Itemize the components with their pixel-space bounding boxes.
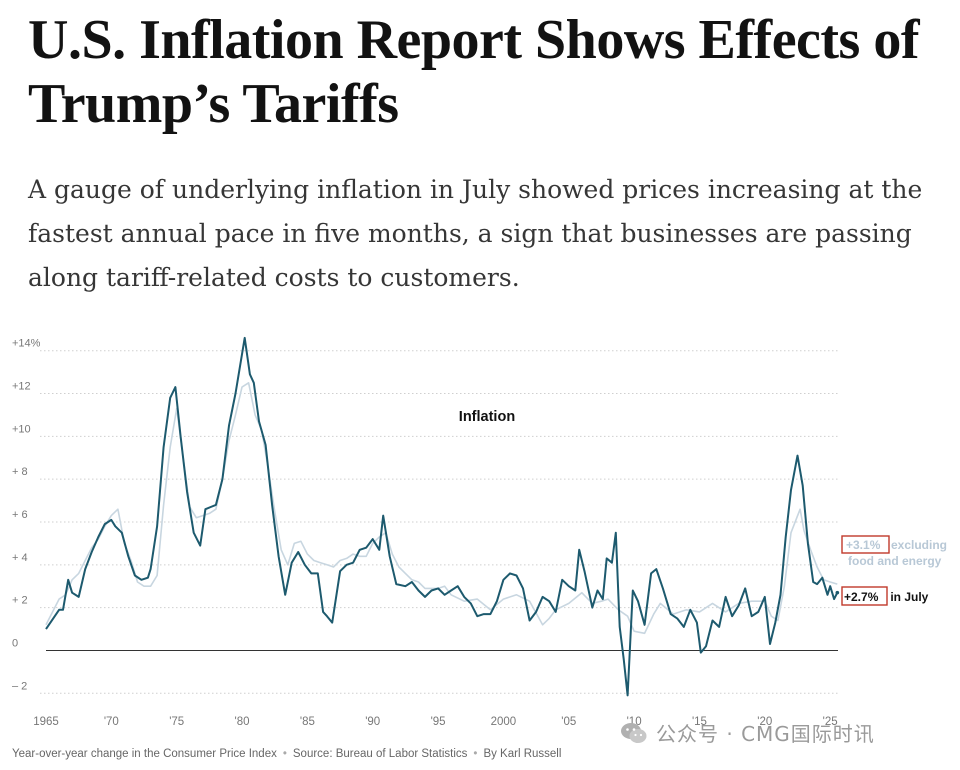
- y-tick-label: + 4: [12, 552, 28, 564]
- chart-source: Source: Bureau of Labor Statistics: [292, 748, 468, 760]
- x-tick-label: '75: [169, 716, 184, 728]
- wechat-icon: [621, 722, 647, 743]
- y-tick-label: 0: [12, 637, 18, 649]
- grid-lines: [40, 350, 838, 694]
- headline-value-label: +2.7%: [844, 590, 879, 604]
- chart-byline: By Karl Russell: [483, 748, 562, 760]
- headline: U.S. Inflation Report Shows Effects of T…: [28, 9, 920, 135]
- watermark: 公众号 · CMG国际时讯: [620, 718, 875, 747]
- y-tick-label: +12: [12, 381, 31, 393]
- y-tick-label: +14%: [12, 338, 41, 350]
- headline-end-annotation: +2.7% in July: [841, 586, 929, 606]
- y-axis-labels: +14% +12 +10 + 8 + 6 + 4 + 2 0 – 2: [12, 338, 41, 693]
- core-value-box: [841, 535, 890, 554]
- x-tick-label: '90: [365, 716, 380, 728]
- core-value-label: +3.1%: [846, 538, 881, 552]
- x-tick-label: '05: [561, 716, 576, 728]
- x-tick-label: '85: [300, 716, 315, 728]
- x-tick-label: '95: [431, 716, 446, 728]
- x-tick-label: '80: [235, 716, 250, 728]
- core-series-name: excluding food and energy: [848, 538, 947, 568]
- core-end-annotation: +3.1% excluding food and energy: [841, 535, 947, 568]
- chart-description: Year-over-year change in the Consumer Pr…: [12, 748, 277, 760]
- headline-value-box: [841, 586, 888, 606]
- inflation-chart: +14% +12 +10 + 8 + 6 + 4 + 2 0 – 2 1965 '70 '75 '80…: [12, 336, 947, 728]
- separator-dot: •: [282, 748, 287, 760]
- x-tick-label: '20: [757, 716, 772, 728]
- summary-dek: A gauge of underlying inflation in July …: [28, 175, 923, 292]
- y-tick-label: +10: [12, 423, 31, 435]
- x-tick-label: 2000: [491, 716, 517, 728]
- headline-suffix-label: in July: [887, 590, 929, 604]
- x-tick-label: 1965: [33, 716, 59, 728]
- headline-inflation-line: [45, 336, 839, 697]
- x-tick-label: '15: [692, 716, 707, 728]
- y-tick-label: – 2: [12, 680, 27, 692]
- headline-end-point: [835, 590, 840, 595]
- y-tick-label: + 8: [12, 466, 28, 478]
- separator-dot: •: [473, 748, 478, 760]
- y-tick-label: + 6: [12, 509, 28, 521]
- y-tick-label: + 2: [12, 595, 28, 607]
- chart-footer: Year-over-year change in the Consumer Pr…: [12, 748, 561, 760]
- watermark-text: 公众号 · CMG国际时讯: [656, 722, 875, 746]
- core-inflation-line: [45, 382, 838, 635]
- x-tick-label: '70: [104, 716, 119, 728]
- chart-title: Inflation: [459, 409, 515, 425]
- x-tick-label: '25: [823, 716, 838, 728]
